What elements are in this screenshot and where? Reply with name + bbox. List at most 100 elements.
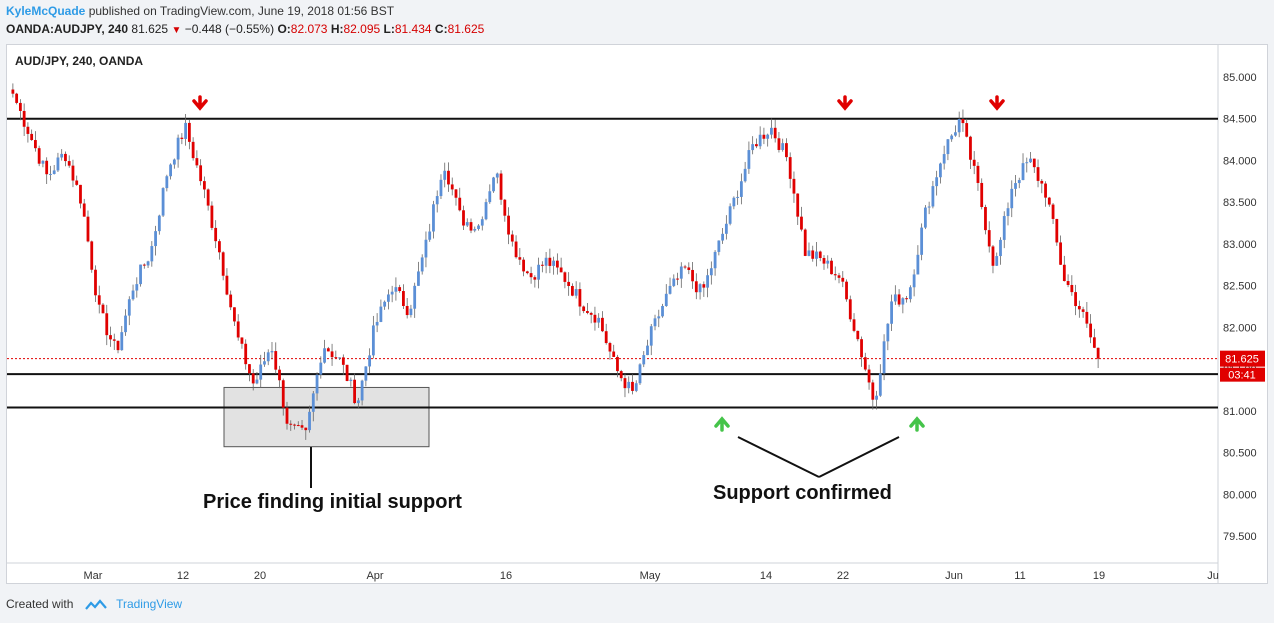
candle-body — [875, 395, 878, 400]
candle-body — [601, 317, 604, 332]
candle-body — [1017, 180, 1021, 184]
candle-body — [1077, 306, 1081, 310]
candle-body — [691, 269, 694, 282]
candle-body — [923, 207, 927, 228]
candle-body — [961, 118, 965, 124]
time-axis: Mar 12 20 Apr 16 May 14 22 Jun 11 19 Ju — [84, 570, 1219, 582]
candle-body — [480, 219, 484, 226]
candle-body — [1092, 337, 1096, 348]
candle-body — [800, 216, 803, 230]
candle-body — [1081, 309, 1085, 312]
candle-body — [965, 123, 969, 137]
low-value: 81.434 — [394, 22, 432, 36]
candle-body — [172, 159, 176, 165]
candle-body — [360, 380, 364, 401]
candle-body — [649, 326, 653, 346]
candle-body — [67, 161, 71, 166]
candle-body — [402, 291, 405, 306]
candle-body — [743, 168, 747, 182]
x-tick-label: 11 — [1014, 570, 1025, 582]
candle-body — [886, 323, 890, 342]
chart-panel[interactable]: AUD/JPY, 240, OANDA 85.000 84.500 84.000 83… — [6, 44, 1268, 584]
candle-body — [293, 424, 296, 426]
candle-body — [984, 207, 987, 231]
candle-body — [157, 215, 161, 232]
candle-body — [105, 313, 109, 336]
candle-body — [139, 264, 142, 285]
candle-body — [135, 284, 139, 291]
candle-body — [559, 267, 563, 273]
candle-body — [462, 210, 465, 226]
candle-body — [330, 351, 334, 358]
tradingview-link[interactable]: TradingView — [116, 597, 183, 611]
right-annotation-connector-left — [737, 436, 820, 478]
candle-body — [311, 393, 315, 412]
candle-body — [555, 260, 559, 268]
candle-body — [248, 364, 251, 374]
candle-body — [56, 157, 60, 171]
candle-body — [1089, 323, 1093, 338]
candle-body — [97, 295, 101, 305]
author-link[interactable]: KyleMcQuade — [6, 4, 86, 18]
right-annotation-connector-right — [818, 436, 900, 478]
x-tick-label: Ju — [1207, 570, 1219, 582]
header-bar: KyleMcQuade published on TradingView.com… — [0, 0, 1274, 42]
candle-body — [739, 181, 743, 197]
candle-body — [274, 351, 278, 370]
candle-body — [916, 254, 920, 275]
y-tick-label: 83.000 — [1223, 239, 1257, 251]
candle-body — [435, 196, 439, 205]
candle-body — [270, 351, 274, 353]
candle-body — [319, 362, 323, 375]
candle-body — [206, 189, 210, 206]
candle-body — [980, 182, 984, 208]
candle-body — [848, 299, 852, 320]
candle-body — [454, 189, 458, 198]
candle-body — [957, 118, 961, 133]
candle-body — [920, 227, 924, 255]
candle-body — [755, 144, 758, 147]
candle-body — [1006, 208, 1010, 217]
candle-body — [841, 277, 845, 282]
horizontal-levels — [7, 117, 1218, 409]
candle-body — [165, 176, 169, 189]
publish-info: KyleMcQuade published on TradingView.com… — [6, 4, 394, 18]
candle-body — [807, 250, 811, 256]
candle-body — [499, 173, 503, 200]
arrow-down-icon — [837, 95, 853, 111]
candle-body — [796, 193, 800, 217]
candle-body — [871, 382, 875, 400]
candle-body — [676, 278, 679, 280]
price-axis: 85.000 84.500 84.000 83.500 83.000 82.500 82.0… — [1223, 72, 1257, 543]
candle-body — [345, 364, 349, 381]
candle-body — [815, 251, 818, 259]
candle-body — [679, 266, 683, 279]
candle-body — [202, 181, 206, 190]
candle-body — [533, 277, 537, 280]
candle-body — [785, 143, 788, 158]
candle-body — [94, 269, 97, 296]
candle-body — [503, 199, 507, 216]
y-tick-label: 84.500 — [1223, 114, 1257, 126]
candle-body — [604, 331, 608, 344]
candle-body — [409, 308, 413, 316]
candle-body — [492, 177, 495, 192]
candle-body — [439, 179, 443, 197]
candle-body — [484, 202, 488, 220]
candle-body — [154, 231, 157, 247]
candle-body — [71, 165, 75, 181]
candle-body — [469, 222, 473, 231]
price-chart[interactable]: AUD/JPY, 240, OANDA 85.000 84.500 84.000 83… — [7, 45, 1267, 583]
candle-body — [240, 337, 244, 344]
x-tick-label: 19 — [1093, 570, 1105, 582]
candle-body — [18, 102, 22, 111]
x-tick-label: May — [640, 570, 661, 582]
candle-body — [142, 264, 146, 266]
candle-body — [792, 178, 796, 194]
open-value: 82.073 — [290, 22, 328, 36]
close-value: 81.625 — [447, 22, 485, 36]
candle-body — [214, 227, 218, 242]
candle-body — [146, 261, 150, 266]
candle-body — [890, 301, 893, 324]
candle-body — [116, 340, 120, 351]
